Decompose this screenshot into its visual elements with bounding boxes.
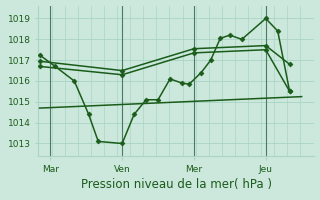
X-axis label: Pression niveau de la mer( hPa ): Pression niveau de la mer( hPa ) xyxy=(81,178,271,191)
